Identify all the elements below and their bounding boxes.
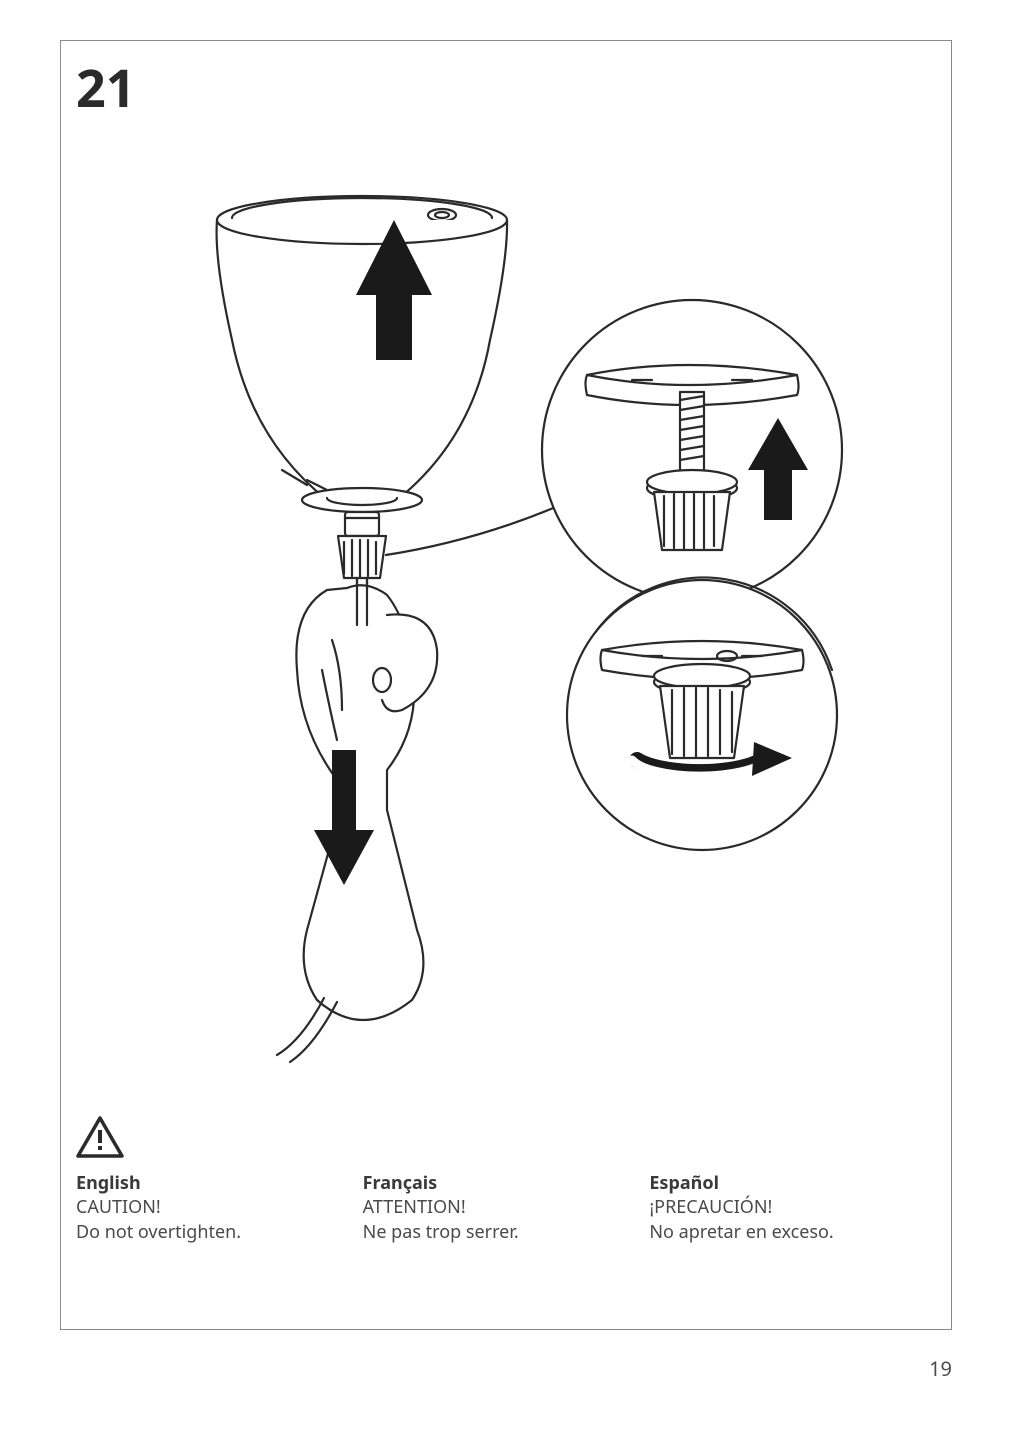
lang-francais: Français ATTENTION! Ne pas trop serrer. xyxy=(363,1171,650,1244)
caution-block: English CAUTION! Do not overtighten. Fra… xyxy=(76,1116,936,1244)
caution-label: ATTENTION! xyxy=(363,1195,466,1219)
caution-body: No apretar en exceso. xyxy=(649,1220,833,1244)
lang-name: English xyxy=(76,1171,141,1195)
lang-name: Español xyxy=(649,1171,719,1195)
step-number: 21 xyxy=(76,52,136,123)
caution-label: ¡PRECAUCIÓN! xyxy=(649,1195,772,1219)
lang-espanol: Español ¡PRECAUCIÓN! No apretar en exces… xyxy=(649,1171,936,1244)
caution-body: Ne pas trop serrer. xyxy=(363,1220,519,1244)
assembly-diagram xyxy=(132,170,872,1070)
caution-body: Do not overtighten. xyxy=(76,1220,241,1244)
caution-label: CAUTION! xyxy=(76,1195,161,1219)
lang-english: English CAUTION! Do not overtighten. xyxy=(76,1171,363,1244)
warning-icon xyxy=(76,1116,936,1163)
page-number: 19 xyxy=(929,1355,952,1382)
lang-name: Français xyxy=(363,1171,438,1195)
